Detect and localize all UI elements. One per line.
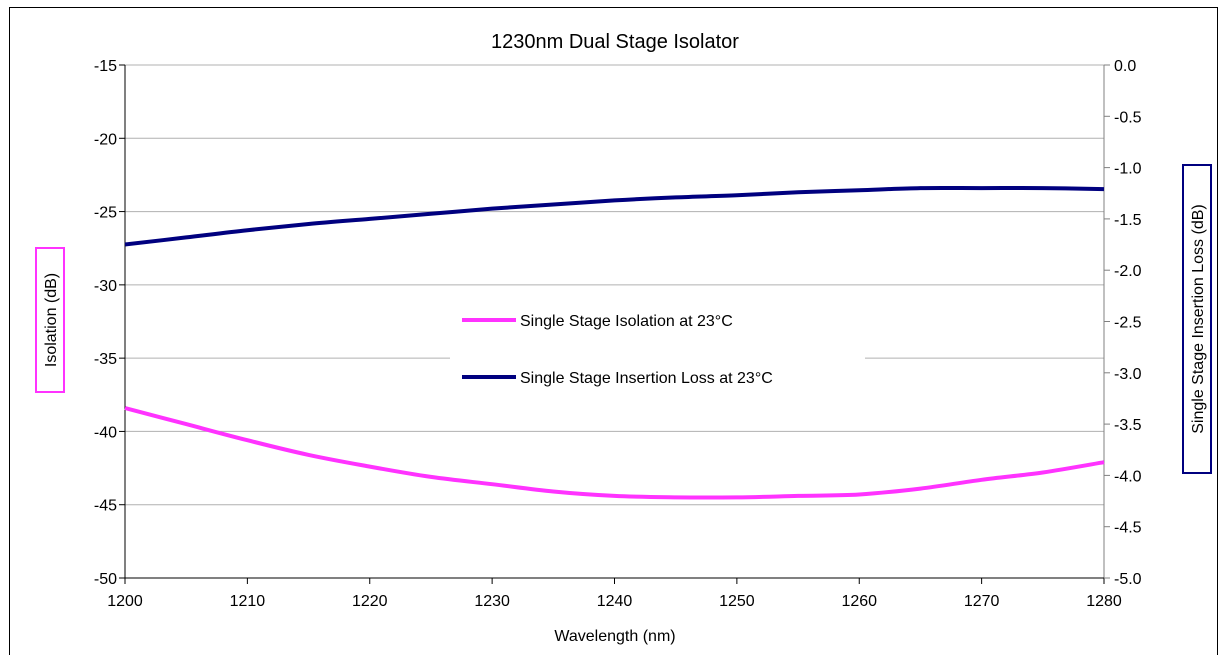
x-tick-label: 1260	[841, 593, 877, 610]
x-axis-ticks: 1200 1210 1220 1230 1240 1250 1260 1270 1280	[107, 578, 1122, 610]
left-axis-ticks: -15 -20 -25 -30 -35 -40 -45 -50	[94, 58, 125, 588]
left-tick-label: -25	[94, 205, 117, 222]
x-tick-label: 1230	[474, 593, 510, 610]
x-tick-label: 1210	[230, 593, 266, 610]
gridlines	[125, 64, 1104, 506]
right-tick-label: -1.0	[1114, 161, 1142, 178]
right-tick-label: -2.0	[1114, 263, 1142, 280]
right-tick-label: -4.5	[1114, 520, 1142, 537]
series-lines	[124, 185, 1105, 500]
left-axis-label: Isolation (dB)	[43, 273, 60, 367]
legend: Single Stage Isolation at 23°C Single St…	[450, 292, 865, 398]
left-tick-label: -45	[94, 498, 117, 515]
right-tick-label: 0.0	[1114, 58, 1136, 75]
right-tick-label: -1.5	[1114, 212, 1142, 229]
right-axis-label: Single Stage Insertion Loss (dB)	[1190, 204, 1207, 433]
right-tick-label: -5.0	[1114, 571, 1142, 588]
series-line-isolation	[124, 406, 1105, 500]
legend-box	[450, 292, 865, 398]
right-tick-label: -4.0	[1114, 468, 1142, 485]
chart-title: 1230nm Dual Stage Isolator	[491, 31, 739, 53]
right-tick-label: -3.5	[1114, 417, 1142, 434]
x-tick-label: 1250	[719, 593, 755, 610]
left-tick-label: -35	[94, 351, 117, 368]
x-tick-label: 1220	[352, 593, 388, 610]
right-tick-label: -2.5	[1114, 315, 1142, 332]
x-tick-label: 1240	[597, 593, 633, 610]
right-tick-label: -0.5	[1114, 109, 1142, 126]
left-tick-label: -50	[94, 571, 117, 588]
left-tick-label: -20	[94, 131, 117, 148]
left-tick-label: -40	[94, 424, 117, 441]
x-axis-label: Wavelength (nm)	[554, 628, 675, 645]
x-tick-label: 1200	[107, 593, 143, 610]
legend-label-isolation: Single Stage Isolation at 23°C	[520, 313, 733, 330]
right-tick-label: -3.0	[1114, 366, 1142, 383]
x-tick-label: 1270	[964, 593, 1000, 610]
left-tick-label: -15	[94, 58, 117, 75]
series-line-insertion-loss	[124, 185, 1105, 247]
right-axis-label-box	[1182, 164, 1212, 474]
right-axis-ticks: 0.0 -0.5 -1.0 -1.5 -2.0 -2.5 -3.0 -3.5 -4.0 -4.5 -…	[1104, 58, 1142, 588]
legend-label-insertion-loss: Single Stage Insertion Loss at 23°C	[520, 370, 773, 387]
x-tick-label: 1280	[1086, 593, 1122, 610]
left-tick-label: -30	[94, 278, 117, 295]
left-axis-label-box	[35, 247, 65, 393]
